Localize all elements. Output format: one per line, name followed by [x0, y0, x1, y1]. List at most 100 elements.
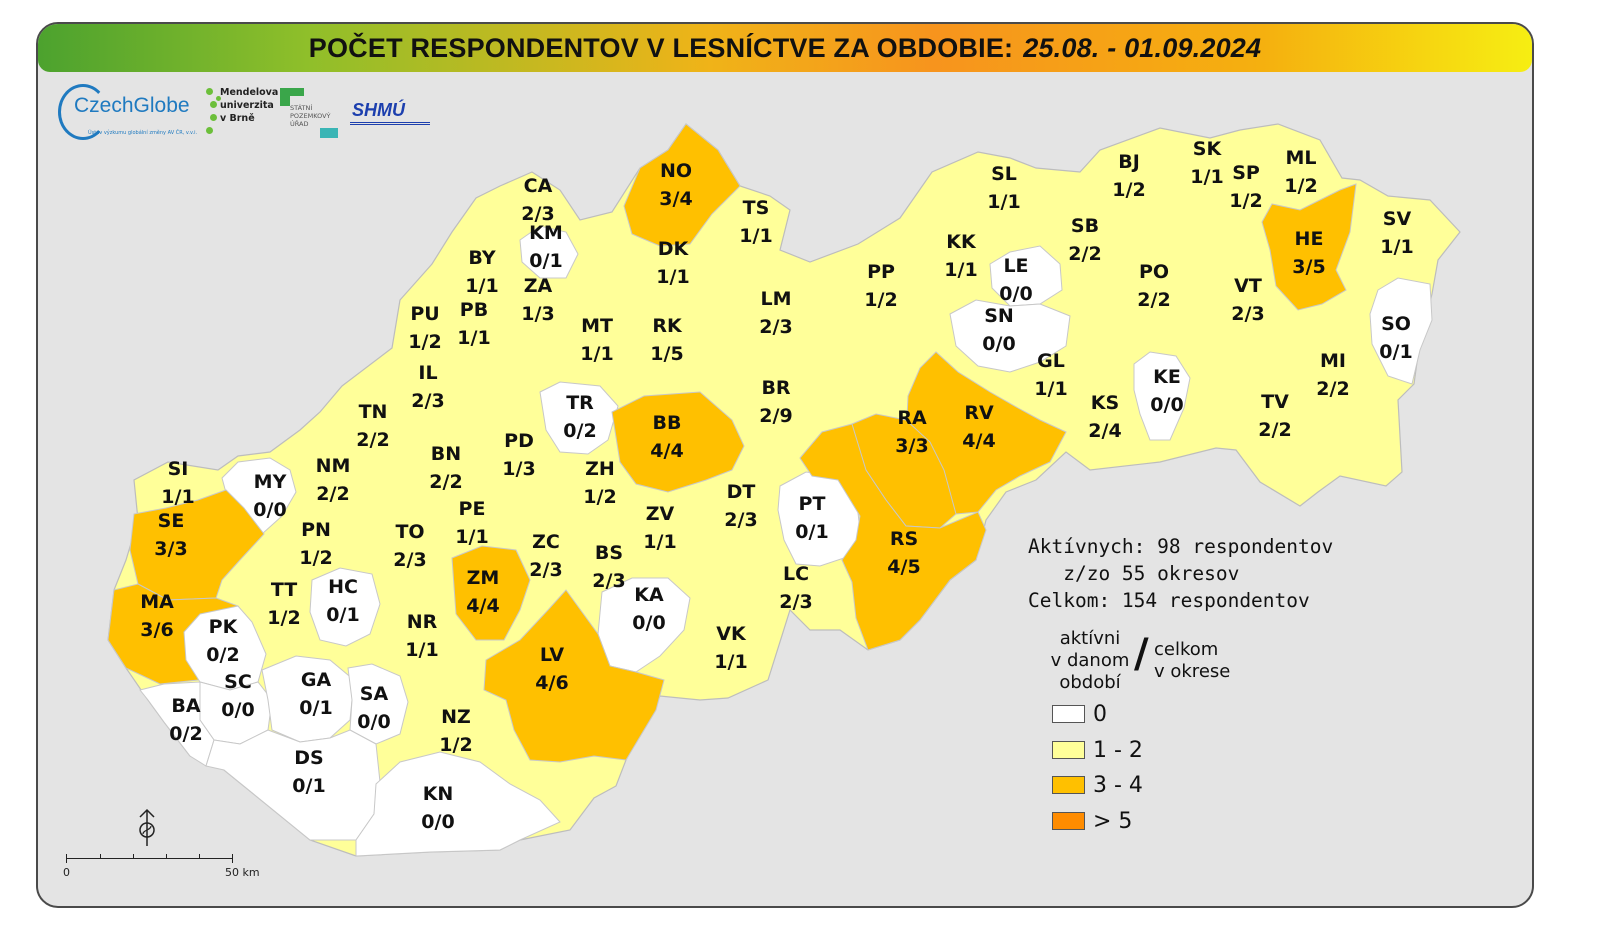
- czechglobe-name: CzechGlobe: [74, 94, 190, 117]
- legend-swatch: [1052, 741, 1085, 759]
- district-value: 1/2: [267, 607, 300, 629]
- district-lv-area: [483, 589, 665, 763]
- district-rs-area: [799, 423, 987, 651]
- district-value: 4/4: [962, 430, 995, 452]
- district-code: BS: [595, 542, 623, 564]
- district-label-ka: KA 0/0: [632, 584, 665, 634]
- legend-item-low: 1 - 2: [1052, 737, 1143, 763]
- district-code: SL: [991, 163, 1017, 185]
- district-value: 1/2: [1229, 190, 1262, 212]
- spu-text: STÁTNÍ POZEMKOVÝ ÚŘAD: [290, 104, 331, 128]
- district-no-area: [623, 123, 741, 247]
- district-code: KN: [423, 783, 454, 805]
- district-code: ZH: [585, 458, 615, 480]
- district-label-pd: PD 1/3: [502, 430, 535, 480]
- scale-bar: 0 50 km: [60, 854, 270, 884]
- district-label-pe: PE 1/1: [455, 498, 488, 548]
- district-label-ra: RA 3/3: [895, 407, 928, 457]
- district-code: ZA: [524, 275, 553, 297]
- district-label-lv: LV 4/6: [535, 644, 568, 694]
- district-value: 3/4: [659, 188, 692, 210]
- district-code: BR: [761, 377, 790, 399]
- district-code: BY: [468, 247, 495, 269]
- district-code: NR: [407, 611, 438, 633]
- district-label-no: NO 3/4: [659, 160, 692, 210]
- district-code: CA: [524, 175, 553, 197]
- district-label-po: PO 2/2: [1137, 261, 1170, 311]
- district-value: 0/2: [563, 420, 596, 442]
- district-label-zv: ZV 1/1: [643, 503, 676, 553]
- district-value: 3/3: [895, 435, 928, 457]
- district-value: 1/1: [944, 259, 977, 281]
- district-label-kk: KK 1/1: [944, 231, 977, 281]
- district-label-nz: NZ 1/2: [439, 706, 472, 756]
- district-so-area: [1369, 277, 1433, 385]
- district-code: KM: [529, 222, 563, 244]
- district-code: TR: [566, 392, 594, 414]
- district-label-hc: HC 0/1: [326, 576, 359, 626]
- district-value: 1/1: [465, 275, 498, 297]
- district-code: GA: [301, 669, 332, 691]
- district-value: 0/0: [982, 333, 1015, 355]
- district-value: 4/6: [535, 672, 568, 694]
- district-code: SN: [984, 305, 1014, 327]
- district-code: PU: [410, 303, 439, 325]
- district-code: PN: [301, 519, 331, 541]
- district-label-so: SO 0/1: [1379, 313, 1412, 363]
- district-code: BJ: [1118, 151, 1140, 173]
- shmu-logo: SHMÚ: [350, 88, 434, 136]
- district-code: SA: [360, 683, 389, 705]
- district-label-il: IL 2/3: [411, 362, 444, 412]
- district-code: LM: [760, 288, 791, 310]
- district-value: 0/1: [299, 697, 332, 719]
- title-bar: POČET RESPONDENTOV V LESNÍCTVE ZA OBDOBI…: [38, 24, 1532, 72]
- district-label-vk: VK 1/1: [714, 623, 747, 673]
- district-code: SE: [158, 510, 185, 532]
- district-code: TS: [743, 197, 770, 219]
- district-code: SC: [224, 671, 252, 693]
- district-value: 0/0: [999, 283, 1032, 305]
- legend-label: > 5: [1093, 808, 1133, 834]
- district-sn-area: [949, 299, 1071, 373]
- district-code: ZV: [646, 503, 675, 525]
- district-code: MY: [254, 471, 287, 493]
- district-label-zm: ZM 4/4: [466, 567, 499, 617]
- title-main: POČET RESPONDENTOV V LESNÍCTVE ZA OBDOBI…: [308, 32, 1014, 63]
- district-label-ca: CA 2/3: [521, 175, 554, 225]
- district-label-bb: BB 4/4: [650, 412, 683, 462]
- czechglobe-subtitle: Ústav výzkumu globální změny AV ČR, v.v.…: [88, 130, 198, 136]
- district-label-rs: RS 4/5: [887, 528, 920, 578]
- district-value: 2/3: [592, 570, 625, 592]
- district-label-tn: TN 2/2: [356, 401, 389, 451]
- district-value: 0/0: [221, 699, 254, 721]
- district-label-br: BR 2/9: [759, 377, 792, 427]
- district-label-tr: TR 0/2: [563, 392, 596, 442]
- legend-total-caption: celkom v okrese: [1154, 639, 1231, 682]
- spu-mark-icon: [280, 88, 290, 106]
- district-label-he: HE 3/5: [1292, 228, 1325, 278]
- district-label-dk: DK 1/1: [656, 238, 689, 288]
- district-code: ML: [1285, 147, 1316, 169]
- district-label-sa: SA 0/0: [357, 683, 390, 733]
- district-label-sl: SL 1/1: [987, 163, 1020, 213]
- district-value: 0/1: [326, 604, 359, 626]
- district-code: DS: [294, 747, 323, 769]
- district-label-rk: RK 1/5: [650, 315, 683, 365]
- title-dates: 25.08. - 01.09.2024: [1023, 32, 1262, 63]
- district-code: PO: [1139, 261, 1169, 283]
- scale-start: 0: [63, 866, 70, 879]
- district-code: HE: [1295, 228, 1324, 250]
- district-label-bs: BS 2/3: [592, 542, 625, 592]
- stat-active: Aktívnych: 98 respondentov: [1028, 535, 1334, 558]
- district-value: 2/3: [529, 559, 562, 581]
- district-hc-area: [309, 567, 381, 647]
- district-value: 2/3: [724, 509, 757, 531]
- district-label-bj: BJ 1/2: [1112, 151, 1145, 201]
- district-value: 0/0: [421, 811, 454, 833]
- legend-label: 3 - 4: [1093, 772, 1143, 798]
- legend-item-mid: 3 - 4: [1052, 772, 1143, 798]
- district-label-sk: SK 1/1: [1190, 138, 1223, 188]
- district-value: 2/2: [1068, 243, 1101, 265]
- legend-slash: /: [1134, 631, 1149, 677]
- district-value: 2/4: [1088, 420, 1121, 442]
